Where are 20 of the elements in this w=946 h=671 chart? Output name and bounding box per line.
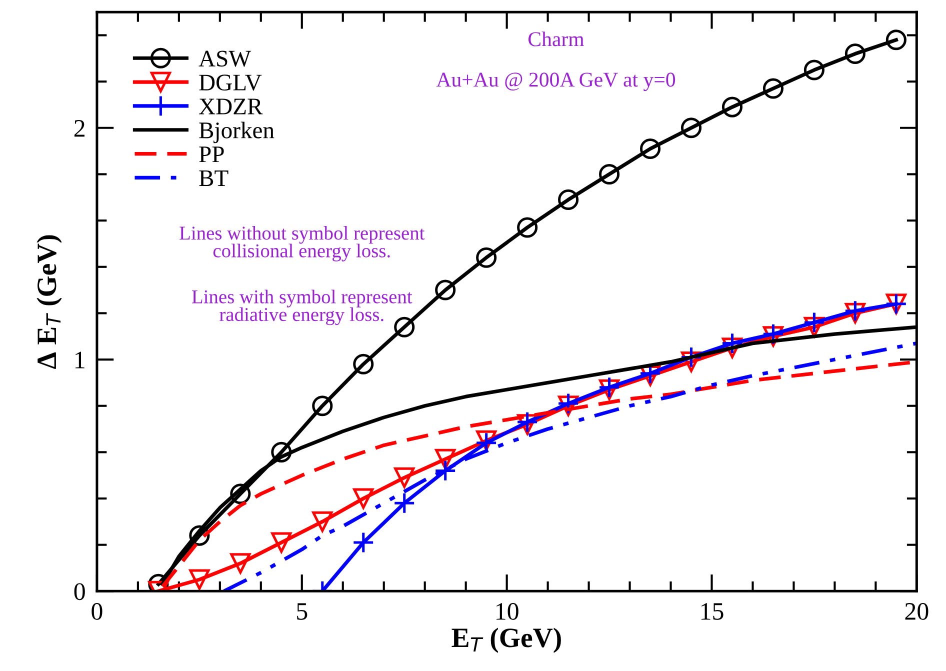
x-tick-label: 10 — [496, 602, 518, 620]
y-axis-title: Δ E$_{T}$ (GeV) — [36, 235, 62, 369]
x-tick-label: 15 — [701, 603, 724, 620]
annotation: Au+Au @ 200A GeV at y=0 — [436, 72, 676, 92]
legend-label: PP — [199, 146, 224, 162]
y-tick-label: 2 — [74, 120, 84, 137]
y-tick-label: 0 — [74, 583, 85, 600]
x-tick-label: 0 — [92, 602, 102, 620]
legend-label: XDZR — [199, 98, 263, 114]
y-tick-label: 1 — [76, 352, 84, 368]
annotation: Charm — [528, 32, 584, 46]
annotation: Lines with symbol represent radiative energy loss. — [192, 290, 412, 326]
legend-label: BT — [199, 170, 228, 186]
legend-label: DGLV — [199, 74, 262, 91]
x-tick-label: 5 — [297, 603, 308, 620]
annotation: Lines without symbol represent collisional energy loss. — [180, 226, 425, 262]
x-tick-label: 20 — [905, 602, 928, 620]
legend-label: Bjorken — [199, 122, 274, 144]
x-axis-title: E$_{T}$ (GeV) — [452, 628, 561, 653]
legend-label: ASW — [198, 50, 251, 67]
